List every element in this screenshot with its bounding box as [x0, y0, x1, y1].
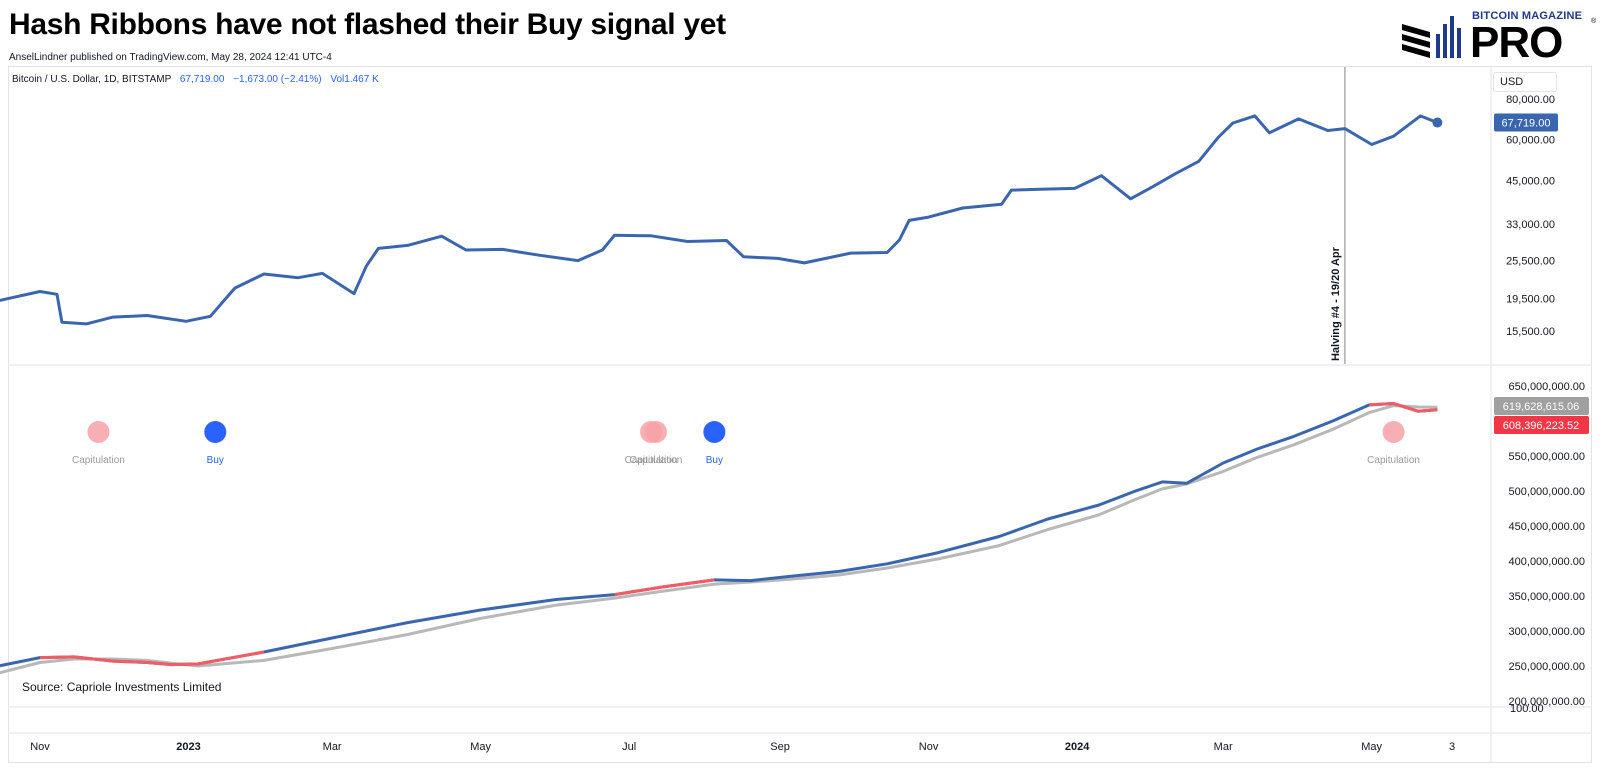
capitulation-signal-marker	[644, 421, 667, 443]
hash-tick-label: 650,000,000.00	[1509, 381, 1585, 393]
buy-signal-label: Buy	[207, 455, 224, 466]
currency-selector[interactable]: USD	[1493, 72, 1557, 92]
capitulation-segment	[39, 650, 265, 667]
price-series-line	[0, 114, 1438, 326]
capitulation-segment	[614, 578, 715, 597]
hash-tick-label: 300,000,000.00	[1509, 626, 1585, 638]
publisher-line: AnselLindner published on TradingView.co…	[9, 52, 332, 63]
hash-tick-label: 350,000,000.00	[1509, 591, 1585, 603]
capitulation-signal-label: Capitulation	[72, 455, 125, 466]
price-last-tag-label: 67,719.00	[1502, 118, 1551, 130]
chart-frame	[8, 66, 1592, 763]
hash-tick-label: 200,000,000.00	[1509, 696, 1585, 708]
hash-slow-ma-line	[0, 404, 1438, 675]
hash-tick-label: 250,000,000.00	[1509, 661, 1585, 673]
time-tick-label: Mar	[323, 741, 342, 753]
capitulation-signal-marker	[1382, 421, 1405, 443]
volume-label: Vol	[330, 74, 345, 85]
time-tick-label: 2023	[176, 741, 200, 753]
logo-main-text: PRO	[1470, 18, 1563, 67]
buy-signal-marker	[204, 421, 227, 443]
time-tick-label: Jul	[622, 741, 636, 753]
time-tick-label: May	[470, 741, 491, 753]
hash-tick-label: 450,000,000.00	[1509, 521, 1585, 533]
capitulation-signal-label: Capitulation	[625, 455, 678, 466]
time-tick-label: 3	[1449, 741, 1455, 753]
price-tick-label: 19,500.00	[1506, 294, 1555, 306]
buy-signal-marker	[703, 421, 726, 443]
price-last-point	[1432, 117, 1443, 128]
price-last-tag	[1494, 113, 1558, 132]
logo-registered-mark: ®	[1591, 18, 1597, 25]
symbol-legend[interactable]: Bitcoin / U.S. Dollar, 1D, BITSTAMP 67,7…	[12, 74, 379, 85]
sub-pane-tick-label: 100.00	[1510, 703, 1544, 715]
buy-signal-label: Buy	[706, 455, 723, 466]
time-tick-label: Sep	[770, 741, 790, 753]
price-tick-label: 33,000.00	[1506, 219, 1555, 231]
volume-value: 1.467 K	[344, 74, 379, 85]
time-tick-label: 2024	[1065, 741, 1090, 753]
hash-tick-label: 550,000,000.00	[1509, 451, 1585, 463]
time-tick-label: Mar	[1214, 741, 1233, 753]
logo-top-text: BITCOIN MAGAZINE	[1472, 10, 1583, 22]
chart-title: Hash Ribbons have not flashed their Buy …	[9, 8, 726, 41]
symbol-name: Bitcoin / U.S. Dollar, 1D, BITSTAMP	[12, 74, 172, 85]
price-tick-label: 45,000.00	[1506, 175, 1555, 187]
hash-tick-label: 500,000,000.00	[1509, 486, 1585, 498]
price-tick-label: 80,000.00	[1506, 94, 1555, 106]
price-tick-label: 15,500.00	[1506, 326, 1555, 338]
capitulation-signal-label: Capitulation	[1367, 455, 1420, 466]
price-tick-label: 25,500.00	[1506, 256, 1555, 268]
bitcoin-magazine-pro-logo: BITCOIN MAGAZINE PRO ®	[1400, 8, 1597, 67]
halving-annotation: Halving #4 - 19/20 Apr	[1330, 246, 1342, 361]
symbol-change: −1,673.00 (−2.41%)	[233, 74, 322, 85]
source-note: Source: Capriole Investments Limited	[22, 680, 222, 694]
time-tick-label: Nov	[919, 741, 939, 753]
capitulation-signal-marker	[87, 421, 110, 443]
hash-last-tag-label: 608,396,223.52	[1503, 420, 1579, 432]
time-tick-label: Nov	[30, 741, 50, 753]
price-tick-label: 60,000.00	[1506, 135, 1555, 147]
symbol-price: 67,719.00	[179, 74, 225, 85]
hash-last-tag-label: 619,628,615.06	[1503, 401, 1579, 413]
hash-last-tag	[1494, 416, 1589, 434]
capitulation-segment	[1369, 402, 1438, 413]
hash-tick-label: 400,000,000.00	[1509, 556, 1585, 568]
capitulation-signal-label: Capitulation	[630, 455, 683, 466]
hash-last-tag	[1494, 397, 1589, 415]
logo-mark-icon	[1402, 16, 1461, 58]
time-tick-label: May	[1361, 741, 1382, 753]
